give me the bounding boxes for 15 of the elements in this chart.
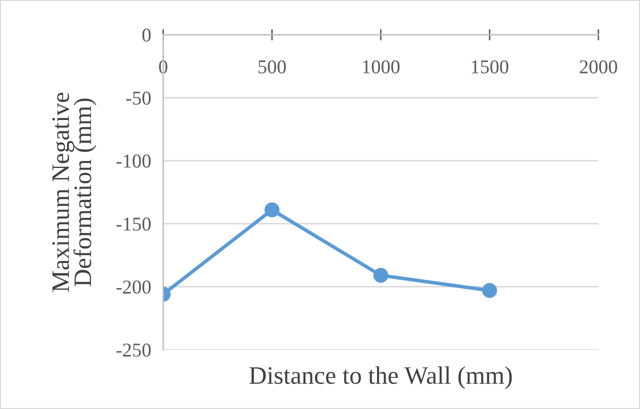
y-tick-label: 0 [142, 28, 151, 42]
y-tick-label: -200 [116, 280, 151, 294]
x-tick-label: 1500 [472, 60, 508, 74]
y-tick-label: -100 [116, 154, 151, 168]
y-axis-title: Maximum Negative Deformation (mm) [52, 92, 96, 292]
x-tick-label: 1000 [363, 60, 400, 74]
y-tick-label: -150 [116, 218, 151, 231]
x-tick-label: 500 [258, 60, 286, 74]
point [373, 268, 388, 283]
x-axis-title: Distance to the Wall (mm) [249, 366, 512, 390]
x-tick-label: 2000 [580, 60, 618, 74]
y-tick-label: -250 [116, 344, 151, 357]
x-tick-label: 0 [159, 60, 168, 74]
y-tick-label: -50 [126, 92, 151, 105]
point [482, 283, 498, 298]
